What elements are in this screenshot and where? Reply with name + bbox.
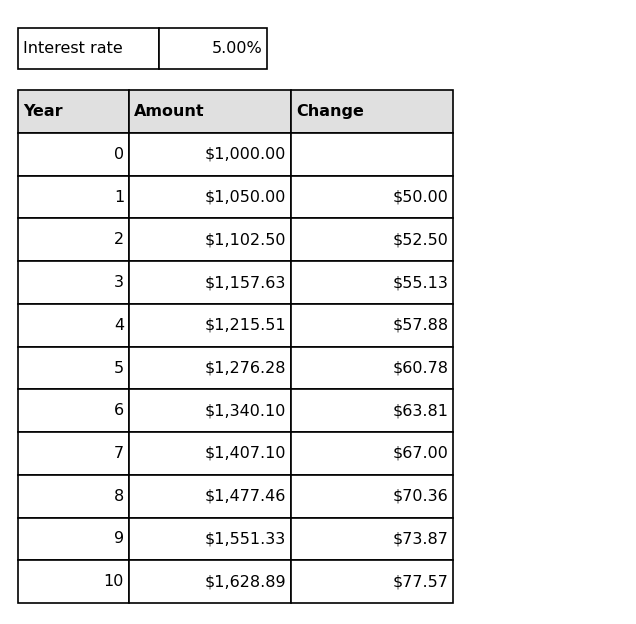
Bar bbox=[129, 304, 291, 347]
Text: Year: Year bbox=[23, 104, 62, 119]
Text: 4: 4 bbox=[114, 318, 124, 333]
Bar bbox=[18, 560, 129, 603]
Bar bbox=[18, 389, 129, 432]
Text: 7: 7 bbox=[114, 446, 124, 461]
Text: $1,407.10: $1,407.10 bbox=[205, 446, 286, 461]
Bar bbox=[291, 475, 453, 518]
Bar bbox=[18, 475, 129, 518]
Bar bbox=[291, 347, 453, 389]
Text: $1,157.63: $1,157.63 bbox=[205, 275, 286, 290]
Bar bbox=[129, 218, 291, 261]
Text: 1: 1 bbox=[114, 190, 124, 205]
Bar bbox=[129, 432, 291, 475]
Bar bbox=[129, 261, 291, 304]
Bar bbox=[18, 218, 129, 261]
Bar bbox=[18, 304, 129, 347]
Bar bbox=[129, 347, 291, 389]
Text: 10: 10 bbox=[104, 574, 124, 589]
Bar bbox=[18, 28, 159, 69]
Text: 5: 5 bbox=[114, 361, 124, 376]
Text: $1,477.46: $1,477.46 bbox=[205, 489, 286, 504]
Text: $1,050.00: $1,050.00 bbox=[205, 190, 286, 205]
Bar bbox=[291, 560, 453, 603]
Bar bbox=[129, 475, 291, 518]
Bar bbox=[291, 518, 453, 560]
Text: Amount: Amount bbox=[134, 104, 205, 119]
Bar bbox=[159, 28, 267, 69]
Text: 2: 2 bbox=[114, 232, 124, 247]
Text: $1,340.10: $1,340.10 bbox=[205, 403, 286, 418]
Bar bbox=[18, 432, 129, 475]
Text: $63.81: $63.81 bbox=[392, 403, 448, 418]
Bar bbox=[291, 133, 453, 176]
Bar bbox=[129, 560, 291, 603]
Bar bbox=[129, 176, 291, 218]
Text: 6: 6 bbox=[114, 403, 124, 418]
Bar bbox=[291, 304, 453, 347]
Text: $1,000.00: $1,000.00 bbox=[205, 147, 286, 162]
Text: 0: 0 bbox=[114, 147, 124, 162]
Bar bbox=[291, 389, 453, 432]
Bar bbox=[129, 389, 291, 432]
Bar bbox=[129, 133, 291, 176]
Text: $70.36: $70.36 bbox=[392, 489, 448, 504]
Text: $55.13: $55.13 bbox=[392, 275, 448, 290]
Text: $67.00: $67.00 bbox=[392, 446, 448, 461]
Bar bbox=[129, 518, 291, 560]
Text: Change: Change bbox=[296, 104, 364, 119]
Bar bbox=[129, 90, 291, 133]
Bar bbox=[18, 518, 129, 560]
Text: $1,276.28: $1,276.28 bbox=[205, 361, 286, 376]
Bar bbox=[291, 218, 453, 261]
Text: $57.88: $57.88 bbox=[392, 318, 448, 333]
Bar bbox=[291, 90, 453, 133]
Text: 9: 9 bbox=[114, 532, 124, 547]
Bar bbox=[18, 261, 129, 304]
Text: $1,628.89: $1,628.89 bbox=[205, 574, 286, 589]
Text: $60.78: $60.78 bbox=[392, 361, 448, 376]
Text: $77.57: $77.57 bbox=[392, 574, 448, 589]
Bar bbox=[291, 432, 453, 475]
Text: $52.50: $52.50 bbox=[392, 232, 448, 247]
Text: $1,102.50: $1,102.50 bbox=[205, 232, 286, 247]
Text: $50.00: $50.00 bbox=[392, 190, 448, 205]
Text: Interest rate: Interest rate bbox=[23, 41, 123, 56]
Text: $1,551.33: $1,551.33 bbox=[205, 532, 286, 547]
Bar bbox=[18, 176, 129, 218]
Bar bbox=[291, 176, 453, 218]
Bar bbox=[18, 347, 129, 389]
Text: $1,215.51: $1,215.51 bbox=[205, 318, 286, 333]
Text: 8: 8 bbox=[114, 489, 124, 504]
Text: 3: 3 bbox=[114, 275, 124, 290]
Text: 5.00%: 5.00% bbox=[211, 41, 262, 56]
Bar bbox=[18, 133, 129, 176]
Bar bbox=[291, 261, 453, 304]
Text: $73.87: $73.87 bbox=[392, 532, 448, 547]
Bar bbox=[18, 90, 129, 133]
